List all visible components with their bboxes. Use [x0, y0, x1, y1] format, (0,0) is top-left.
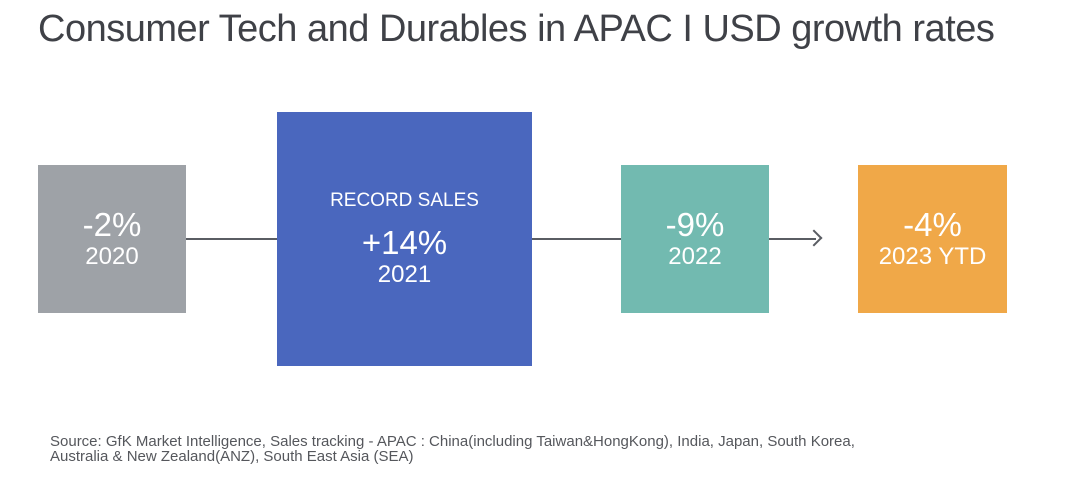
year-2022: 2022 — [668, 243, 722, 270]
growth-2021: +14% — [361, 224, 448, 261]
arrow-right-icon — [805, 229, 823, 247]
stage-2021-box: RECORD SALES +14% 2021 — [277, 112, 532, 366]
stage-2023-box: -4% 2023 YTD — [858, 165, 1007, 313]
source-line-2: Australia & New Zealand(ANZ), South East… — [50, 448, 414, 465]
stage-2020-box: -2% 2020 — [38, 165, 186, 313]
source-line-1: Source: GfK Market Intelligence, Sales t… — [50, 433, 855, 450]
record-sales-label: RECORD SALES — [330, 190, 479, 211]
page-title: Consumer Tech and Durables in APAC I USD… — [38, 8, 995, 50]
connector-2021-2022 — [530, 238, 622, 240]
connector-2022-2023 — [768, 238, 816, 240]
source-note: Source: GfK Market Intelligence, Sales t… — [50, 434, 1060, 464]
year-2023: 2023 YTD — [878, 243, 987, 270]
stage-2022-box: -9% 2022 — [621, 165, 769, 313]
connector-2020-2021 — [186, 238, 278, 240]
year-2020: 2020 — [85, 243, 139, 270]
growth-2023: -4% — [903, 206, 962, 243]
growth-2020: -2% — [82, 206, 142, 243]
year-2021: 2021 — [377, 261, 432, 288]
growth-2022: -9% — [665, 206, 725, 243]
